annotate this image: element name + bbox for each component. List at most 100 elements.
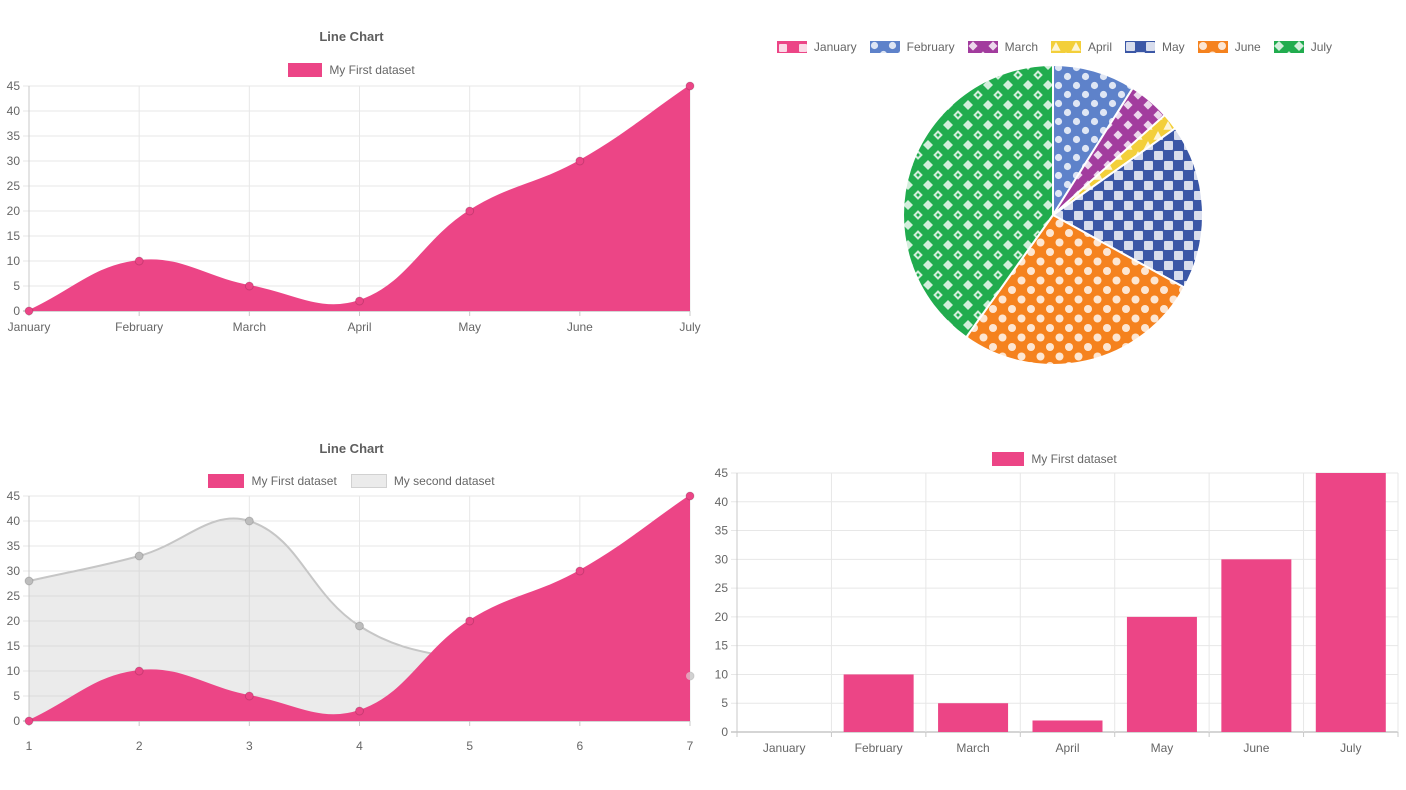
x-axis-labels: January February March April May June July (8, 320, 701, 334)
legend-label: My First dataset (329, 63, 415, 77)
x-tick-label: 6 (576, 739, 583, 753)
legend: January February March April May June July (703, 40, 1406, 54)
x-axis-labels: 1 2 3 4 5 6 7 (26, 739, 694, 753)
y-tick-label: 25 (7, 179, 21, 193)
legend-swatch (992, 452, 1025, 466)
legend-item-january[interactable]: January (776, 40, 857, 54)
data-point[interactable] (355, 706, 364, 716)
y-tick-label: 15 (715, 639, 729, 653)
y-tick-label: 25 (7, 589, 21, 603)
legend-label: My second dataset (393, 474, 495, 488)
data-point[interactable] (24, 716, 34, 726)
y-tick-label: 40 (7, 104, 21, 118)
data-point[interactable] (575, 566, 585, 576)
x-tick-label: March (956, 741, 989, 755)
bar-may[interactable] (1126, 616, 1197, 732)
y-tick-label: 20 (7, 614, 21, 628)
series-my-first-dataset (24, 81, 695, 316)
series-my-first-dataset (843, 473, 1386, 732)
y-tick-label: 15 (7, 229, 21, 243)
data-point[interactable] (244, 691, 254, 701)
y-tick-label: 10 (7, 254, 21, 268)
x-tick-label: July (679, 320, 700, 334)
data-point[interactable] (355, 621, 364, 631)
pie-slices (902, 64, 1204, 366)
legend-item-my-first-dataset[interactable]: My First dataset (208, 474, 337, 488)
bar-june[interactable] (1221, 559, 1292, 732)
y-tick-label: 0 (13, 714, 20, 728)
y-tick-label: 30 (7, 154, 21, 168)
data-point[interactable] (575, 156, 585, 166)
y-tick-label: 45 (7, 79, 21, 93)
legend-swatch (288, 63, 323, 77)
y-tick-label: 5 (13, 279, 20, 293)
legend-item-february[interactable]: February (869, 40, 955, 54)
line-chart-single: 0 5 10 15 20 25 30 35 40 45 January February March Ap… (7, 79, 701, 334)
pie-slice-february[interactable] (1052, 64, 1134, 216)
legend-item-june[interactable]: June (1197, 40, 1261, 54)
y-tick-label: 40 (715, 495, 729, 509)
data-point[interactable] (134, 666, 144, 676)
legend: My First dataset (0, 63, 703, 77)
panel-bar-chart: My First dataset 0 5 10 15 20 25 30 35 40 45 Janua… (703, 395, 1406, 790)
pie-slice-july[interactable] (902, 64, 1054, 339)
data-point[interactable] (355, 296, 364, 306)
data-point[interactable] (24, 306, 34, 316)
y-tick-label: 20 (715, 610, 729, 624)
legend-swatch (776, 41, 807, 53)
data-point[interactable] (685, 491, 695, 501)
bar-chart: 0 5 10 15 20 25 30 35 40 45 January February March Ap… (715, 466, 1399, 755)
data-point-overlay (686, 672, 694, 680)
x-tick-label: 2 (136, 739, 143, 753)
bar-july[interactable] (1315, 473, 1386, 732)
data-point[interactable] (134, 551, 144, 561)
pie-slice-june[interactable] (965, 214, 1186, 366)
legend-item-my-second-dataset[interactable]: My second dataset (350, 474, 495, 488)
y-tick-label: 35 (7, 129, 21, 143)
data-point[interactable] (134, 256, 144, 266)
legend-item-april[interactable]: April (1051, 40, 1112, 54)
legend-item-may[interactable]: May (1125, 40, 1185, 54)
y-axis-labels: 0 5 10 15 20 25 30 35 40 45 (7, 489, 21, 728)
x-tick-label: April (1055, 741, 1079, 755)
legend-item-my-first-dataset[interactable]: My First dataset (992, 452, 1117, 466)
bar-february[interactable] (843, 674, 914, 732)
legend-label: My First dataset (251, 474, 337, 488)
legend-swatch (208, 474, 245, 488)
y-tick-label: 10 (715, 667, 729, 681)
legend-label: June (1234, 40, 1261, 54)
legend-item-my-first-dataset[interactable]: My First dataset (288, 63, 415, 77)
x-tick-label: March (233, 320, 266, 334)
pie-slice-may[interactable] (1052, 127, 1204, 289)
x-tick-label: June (1243, 741, 1269, 755)
legend-swatch (350, 474, 387, 488)
legend-item-march[interactable]: March (967, 40, 1038, 54)
data-point[interactable] (244, 516, 254, 526)
bar-march[interactable] (938, 703, 1009, 732)
legend: My First dataset My second dataset (0, 474, 703, 488)
y-tick-label: 25 (715, 581, 729, 595)
legend-item-july[interactable]: July (1273, 40, 1332, 54)
y-tick-label: 35 (715, 524, 729, 538)
data-point[interactable] (244, 281, 254, 291)
legend-label: March (1004, 40, 1038, 54)
chart-title: Line Chart (319, 29, 384, 44)
y-tick-label: 10 (7, 664, 21, 678)
data-point[interactable] (685, 81, 695, 91)
panel-line-chart-single: Line Chart My First dataset 0 5 10 15 20 25 30… (0, 0, 703, 395)
y-axis-labels: 0 5 10 15 20 25 30 35 40 45 (7, 79, 21, 318)
y-tick-label: 0 (721, 725, 728, 739)
panel-pie-chart: January February March April May June July (703, 0, 1406, 395)
data-point[interactable] (465, 206, 475, 216)
x-tick-label: January (763, 741, 806, 755)
data-point[interactable] (465, 616, 475, 626)
bar-april[interactable] (1032, 720, 1103, 732)
legend-swatch (1197, 41, 1228, 53)
y-tick-label: 20 (7, 204, 21, 218)
panel-line-chart-two-datasets: Line Chart My First dataset My second dat… (0, 395, 703, 790)
data-point[interactable] (24, 576, 34, 586)
legend-swatch (967, 41, 998, 53)
x-tick-label: June (567, 320, 593, 334)
x-tick-label: February (115, 320, 163, 334)
